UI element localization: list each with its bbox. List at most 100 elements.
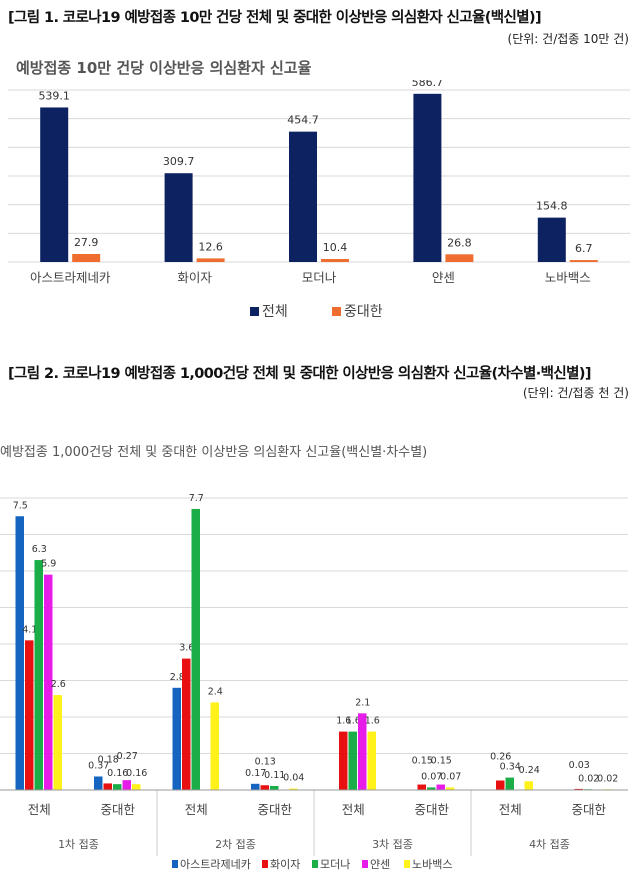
chart2-data-label: 0.13 xyxy=(255,756,276,767)
chart2-bar xyxy=(94,776,103,790)
chart2-legend-swatch xyxy=(312,860,318,868)
chart1-category-label: 노바백스 xyxy=(545,270,591,285)
chart1-bar xyxy=(40,107,69,262)
chart2-legend-label: 화이자 xyxy=(270,858,300,871)
figure1-caption: [그림 1. 코로나19 예방접종 10만 건당 전체 및 중대한 이상반응 의… xyxy=(8,10,542,26)
chart1-data-label: 6.7 xyxy=(575,242,593,255)
chart2-bar xyxy=(339,731,348,790)
chart2-bar xyxy=(427,787,436,790)
chart2-bar xyxy=(417,784,426,790)
chart1-category-label: 아스트라제네카 xyxy=(30,270,111,285)
chart1-data-label: 26.8 xyxy=(447,236,472,249)
chart2-legend-swatch xyxy=(172,860,178,868)
chart2-data-label: 0.11 xyxy=(264,770,285,781)
chart2-data-label: 2.8 xyxy=(170,672,185,683)
chart2-data-label: 0.27 xyxy=(117,751,138,762)
chart2-bar xyxy=(446,787,455,790)
chart2-subcategory-label: 전체 xyxy=(185,802,208,817)
chart2-bar xyxy=(358,713,367,790)
chart2-data-label: 0.15 xyxy=(431,756,452,767)
chart2-bar xyxy=(260,785,269,790)
chart1-bar xyxy=(289,131,317,262)
chart2-bar xyxy=(53,695,62,790)
chart2-group-label: 1차 접종 xyxy=(58,838,99,851)
chart2-group-label: 4차 접종 xyxy=(529,838,570,851)
chart1-bar xyxy=(569,260,598,262)
chart2-bar xyxy=(103,783,112,790)
chart1-data-label: 586.7 xyxy=(412,80,444,89)
chart2-title: 예방접종 1,000건당 전체 및 중대한 이상반응 의심환자 신고율(백신별·… xyxy=(0,445,428,460)
chart2-group-label: 2차 접종 xyxy=(215,838,256,851)
chart2-data-label: 5.9 xyxy=(41,559,56,570)
chart2-bar xyxy=(524,781,533,790)
chart2-data-label: 0.04 xyxy=(283,773,304,784)
chart2-legend-label: 노바백스 xyxy=(412,858,452,871)
chart2-bar xyxy=(191,508,200,790)
chart1-data-label: 309.7 xyxy=(163,155,195,168)
chart2-subcategory-label: 전체 xyxy=(499,802,522,817)
chart2-bar xyxy=(574,788,583,790)
chart2-bar xyxy=(210,702,219,790)
chart2-data-label: 1.6 xyxy=(346,716,361,727)
chart2-subcategory-label: 중대한 xyxy=(571,802,606,817)
chart2-bar xyxy=(436,784,445,790)
chart2-bar xyxy=(348,731,357,790)
chart2-data-label: 7.5 xyxy=(13,500,28,511)
chart2-data-label: 0.37 xyxy=(88,760,109,771)
chart2-subcategory-label: 전체 xyxy=(342,802,365,817)
chart2-subcategory-label: 전체 xyxy=(28,802,51,817)
chart1-legend-swatch xyxy=(332,307,341,316)
chart1-legend-label: 중대한 xyxy=(344,304,383,320)
chart2-data-label: 2.6 xyxy=(51,679,66,690)
chart2-legend-label: 모더나 xyxy=(320,858,350,871)
chart2-data-label: 0.03 xyxy=(569,760,590,771)
chart2-legend-swatch xyxy=(262,860,268,868)
chart2-subcategory-label: 중대한 xyxy=(414,802,449,817)
chart2-legend-swatch xyxy=(404,860,410,868)
chart2-bar xyxy=(496,780,505,790)
chart2-data-label: 0.26 xyxy=(490,752,511,763)
chart2-bar xyxy=(289,788,298,790)
chart2-bar xyxy=(15,516,24,790)
chart1: 539.1 27.9 아스트라제네카 309.7 12.6 화이자 454.7 10.4 모더나… xyxy=(8,80,630,320)
chart1-bar xyxy=(321,259,349,262)
chart1-category-label: 얀센 xyxy=(432,270,455,285)
chart1-data-label: 10.4 xyxy=(323,241,348,254)
chart1-title: 예방접종 10만 건당 이상반응 의심환자 신고율 xyxy=(16,59,312,77)
chart2-bar xyxy=(113,784,122,790)
chart2-data-label: 0.02 xyxy=(578,773,599,784)
chart1-bar xyxy=(445,254,474,262)
chart2-data-label: 0.07 xyxy=(440,771,461,782)
chart1-category-label: 화이자 xyxy=(177,270,212,285)
chart2-bar xyxy=(367,731,376,790)
chart1-data-label: 154.8 xyxy=(536,200,568,213)
chart2-subcategory-label: 중대한 xyxy=(257,802,292,817)
chart2-bar xyxy=(122,780,131,790)
chart2-data-label: 2.1 xyxy=(355,697,370,708)
figure2-unit: (단위: 건/접종 천 건) xyxy=(522,386,629,400)
chart2-bar xyxy=(25,640,34,790)
figure1-unit: (단위: 건/접종 10만 건) xyxy=(507,32,629,46)
chart2-group-label: 3차 접종 xyxy=(372,838,413,851)
chart2-data-label: 0.07 xyxy=(421,771,442,782)
chart2-bar xyxy=(270,785,279,790)
chart2-legend-label: 얀센 xyxy=(370,857,390,871)
chart1-bar xyxy=(164,173,193,262)
chart2-bar xyxy=(182,658,191,790)
chart2-bar xyxy=(251,783,260,790)
chart1-data-label: 454.7 xyxy=(287,114,319,127)
chart2-subcategory-label: 중대한 xyxy=(100,802,135,817)
chart2-data-label: 0.34 xyxy=(500,762,521,773)
chart1-bar xyxy=(413,93,442,262)
chart2-data-label: 4.1 xyxy=(22,624,37,635)
chart2-bar xyxy=(34,560,43,790)
chart2-data-label: 7.7 xyxy=(189,493,204,504)
chart1-bar xyxy=(537,217,566,262)
chart2-bar xyxy=(172,687,181,790)
chart2-data-label: 0.24 xyxy=(519,765,540,776)
chart2-legend-label: 아스트라제네카 xyxy=(180,858,251,871)
chart2-data-label: 1.6 xyxy=(336,716,351,727)
chart2-data-label: 0.18 xyxy=(98,754,119,765)
chart1-bar xyxy=(72,254,101,262)
chart2: 7.5 4.1 6.3 5.9 2.6 전체 0.370.18 0.16 0.27 0.16 중대한… xyxy=(0,493,628,871)
